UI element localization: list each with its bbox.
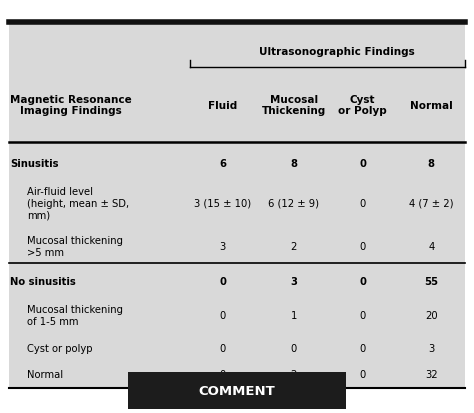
Text: 3: 3 [291, 276, 297, 286]
Text: 55: 55 [424, 276, 438, 286]
Text: 0: 0 [219, 311, 226, 320]
Text: 32: 32 [425, 369, 438, 379]
Bar [9, 23, 465, 388]
Text: 0: 0 [219, 343, 226, 353]
Text: 8: 8 [291, 159, 297, 169]
Text: Mucosal
Thickening: Mucosal Thickening [262, 95, 326, 116]
Text: Mucosal thickening
>5 mm: Mucosal thickening >5 mm [27, 235, 123, 257]
Text: 8: 8 [428, 159, 435, 169]
Text: 2: 2 [291, 241, 297, 251]
Text: Cyst or polyp: Cyst or polyp [27, 343, 92, 353]
Text: 0: 0 [359, 159, 366, 169]
Text: Mucosal thickening
of 1-5 mm: Mucosal thickening of 1-5 mm [27, 305, 123, 326]
Text: Cyst
or Polyp: Cyst or Polyp [338, 95, 387, 116]
Text: 0: 0 [291, 343, 297, 353]
Text: 0: 0 [359, 343, 366, 353]
Text: Magnetic Resonance
Imaging Findings: Magnetic Resonance Imaging Findings [10, 95, 132, 116]
Text: Fluid: Fluid [208, 100, 237, 110]
Text: 4 (7 ± 2): 4 (7 ± 2) [409, 198, 454, 208]
Text: Sinusitis: Sinusitis [10, 159, 59, 169]
Text: 4: 4 [428, 241, 435, 251]
Text: 0: 0 [359, 369, 366, 379]
Text: 1: 1 [291, 311, 297, 320]
Text: No sinusitis: No sinusitis [10, 276, 76, 286]
Text: Ultrasonographic Findings: Ultrasonographic Findings [259, 47, 414, 57]
Text: 6 (12 ± 9): 6 (12 ± 9) [268, 198, 319, 208]
Text: Air-fluid level
(height, mean ± SD,
mm): Air-fluid level (height, mean ± SD, mm) [27, 187, 129, 220]
Text: 3: 3 [219, 241, 226, 251]
Text: 2: 2 [291, 369, 297, 379]
Text: 0: 0 [359, 198, 366, 208]
Text: 0: 0 [219, 276, 226, 286]
Text: Normal: Normal [410, 100, 453, 110]
Bar [128, 372, 346, 409]
Text: 6: 6 [219, 159, 226, 169]
Text: Normal: Normal [27, 369, 63, 379]
Text: 20: 20 [425, 311, 438, 320]
Text: 0: 0 [359, 241, 366, 251]
Text: 0: 0 [359, 276, 366, 286]
Text: 0: 0 [219, 369, 226, 379]
Text: 0: 0 [359, 311, 366, 320]
Text: 3: 3 [428, 343, 435, 353]
Text: 3 (15 ± 10): 3 (15 ± 10) [194, 198, 251, 208]
Text: COMMENT: COMMENT [199, 384, 275, 397]
